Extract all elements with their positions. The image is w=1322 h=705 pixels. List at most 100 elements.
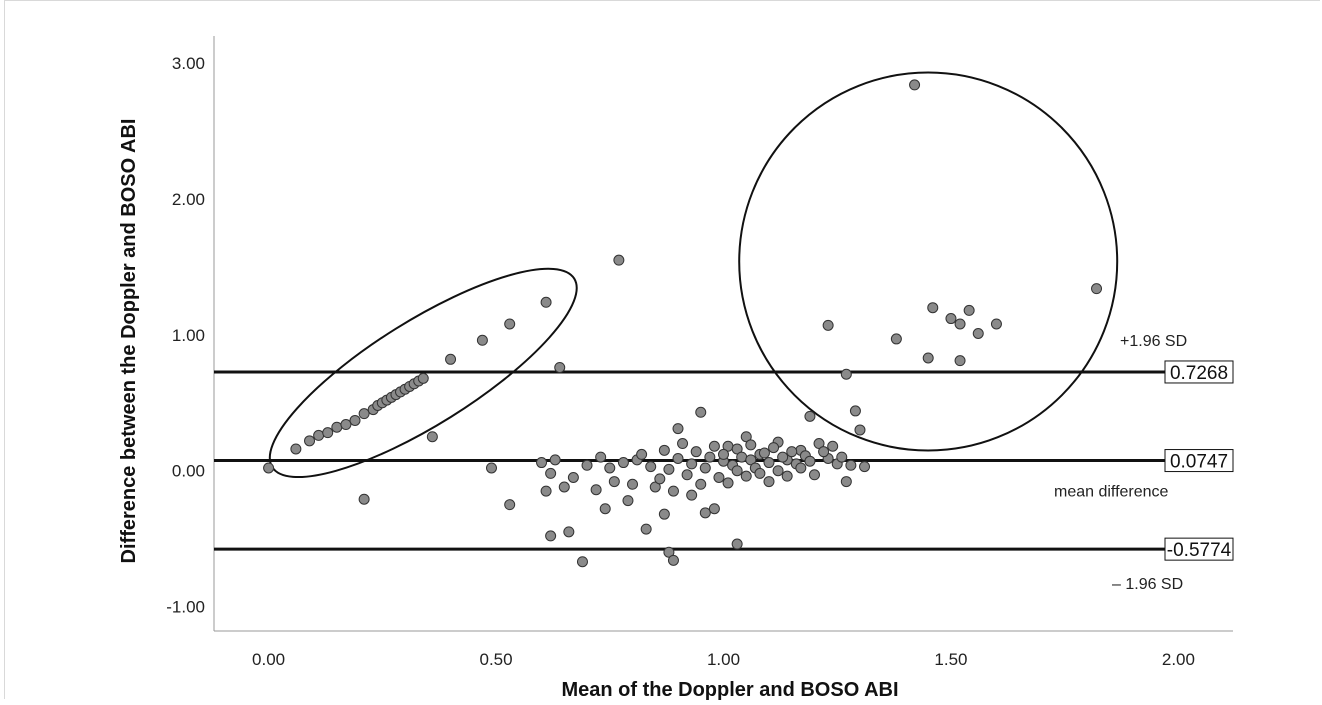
data-point bbox=[736, 451, 748, 463]
data-point bbox=[545, 530, 557, 542]
data-point bbox=[263, 462, 275, 474]
x-tick-label: 0.00 bbox=[252, 650, 285, 669]
data-point bbox=[658, 444, 670, 456]
data-point bbox=[290, 443, 302, 455]
data-point bbox=[804, 455, 816, 467]
data-point bbox=[699, 462, 711, 474]
data-point bbox=[786, 446, 798, 458]
y-tick-label: 2.00 bbox=[172, 190, 205, 209]
data-point bbox=[763, 476, 775, 488]
data-point bbox=[845, 459, 857, 471]
data-point bbox=[558, 481, 570, 493]
data-point bbox=[485, 462, 497, 474]
data-point bbox=[740, 470, 752, 482]
data-point bbox=[763, 457, 775, 469]
data-point bbox=[818, 446, 830, 458]
data-point bbox=[595, 451, 607, 463]
y-axis-title: Difference between the Doppler and BOSO … bbox=[118, 119, 140, 564]
data-point bbox=[599, 503, 611, 515]
mean-difference-annotation: mean difference bbox=[1054, 484, 1169, 501]
data-point bbox=[754, 467, 766, 479]
data-point bbox=[549, 454, 561, 466]
data-point bbox=[304, 435, 316, 447]
data-point bbox=[417, 372, 429, 384]
upper-limit-value-label: 0.7268 bbox=[1170, 363, 1228, 384]
x-tick-label: 1.50 bbox=[934, 650, 967, 669]
data-point bbox=[990, 318, 1002, 330]
data-point bbox=[663, 463, 675, 475]
data-point bbox=[713, 471, 725, 483]
mean-difference-value-box bbox=[1164, 449, 1234, 473]
data-point bbox=[954, 355, 966, 367]
data-point bbox=[909, 79, 921, 91]
data-point bbox=[722, 477, 734, 489]
y-tick-label: 1.00 bbox=[172, 326, 205, 345]
x-tick-label: 1.00 bbox=[707, 650, 740, 669]
data-point bbox=[622, 495, 634, 507]
data-point bbox=[781, 470, 793, 482]
data-point bbox=[340, 419, 352, 431]
data-point bbox=[859, 461, 871, 473]
data-point bbox=[686, 458, 698, 470]
data-point bbox=[554, 361, 566, 373]
data-point bbox=[813, 438, 825, 450]
data-point bbox=[708, 440, 720, 452]
data-point bbox=[686, 489, 698, 501]
data-point bbox=[972, 328, 984, 339]
data-point bbox=[322, 427, 334, 439]
y-tick-label: 0.00 bbox=[172, 462, 205, 481]
data-point bbox=[804, 410, 816, 422]
data-point bbox=[636, 448, 648, 460]
data-point bbox=[349, 414, 361, 426]
data-point bbox=[731, 443, 743, 455]
data-point bbox=[640, 523, 652, 535]
data-point bbox=[690, 446, 702, 458]
data-point bbox=[576, 556, 588, 568]
data-point bbox=[699, 507, 711, 519]
data-point bbox=[667, 554, 679, 566]
data-point bbox=[358, 408, 370, 420]
data-point bbox=[718, 448, 729, 460]
data-point bbox=[1091, 283, 1103, 295]
data-point bbox=[563, 526, 575, 538]
x-tick-label: 0.50 bbox=[479, 650, 512, 669]
upper-limit-value-box bbox=[1164, 360, 1234, 384]
data-point bbox=[795, 462, 807, 474]
data-point bbox=[604, 462, 616, 474]
data-point bbox=[840, 476, 852, 488]
data-point bbox=[567, 471, 579, 483]
data-point bbox=[840, 368, 852, 380]
data-point bbox=[708, 503, 720, 515]
data-point bbox=[358, 493, 370, 505]
data-point bbox=[677, 438, 689, 450]
data-point bbox=[758, 447, 770, 459]
x-tick-labels: 0.00 0.50 1.00 1.50 2.00 bbox=[252, 650, 1195, 669]
lower-limit-annotation: – 1.96 SD bbox=[1112, 576, 1183, 593]
lower-limit-value-label: -0.5774 bbox=[1167, 540, 1232, 561]
data-point bbox=[445, 353, 457, 365]
data-point bbox=[426, 431, 438, 443]
data-point bbox=[777, 451, 789, 463]
data-point bbox=[963, 304, 975, 316]
y-tick-label: 3.00 bbox=[172, 54, 205, 73]
data-point bbox=[667, 485, 679, 497]
highlight-circle bbox=[738, 71, 1119, 452]
data-point bbox=[945, 313, 957, 325]
data-point bbox=[822, 319, 834, 331]
scatter-points bbox=[263, 79, 1103, 568]
data-point bbox=[617, 457, 629, 469]
data-point bbox=[954, 318, 966, 330]
data-point bbox=[313, 429, 325, 441]
data-point bbox=[331, 421, 343, 433]
data-point bbox=[927, 302, 939, 314]
data-point bbox=[772, 465, 784, 477]
data-point bbox=[745, 454, 757, 466]
data-point bbox=[808, 469, 820, 481]
data-point bbox=[922, 352, 934, 364]
data-point bbox=[731, 538, 743, 550]
data-point bbox=[745, 439, 757, 451]
data-point bbox=[540, 485, 552, 497]
data-point bbox=[681, 469, 693, 481]
data-point bbox=[540, 296, 552, 308]
data-point bbox=[849, 405, 861, 417]
